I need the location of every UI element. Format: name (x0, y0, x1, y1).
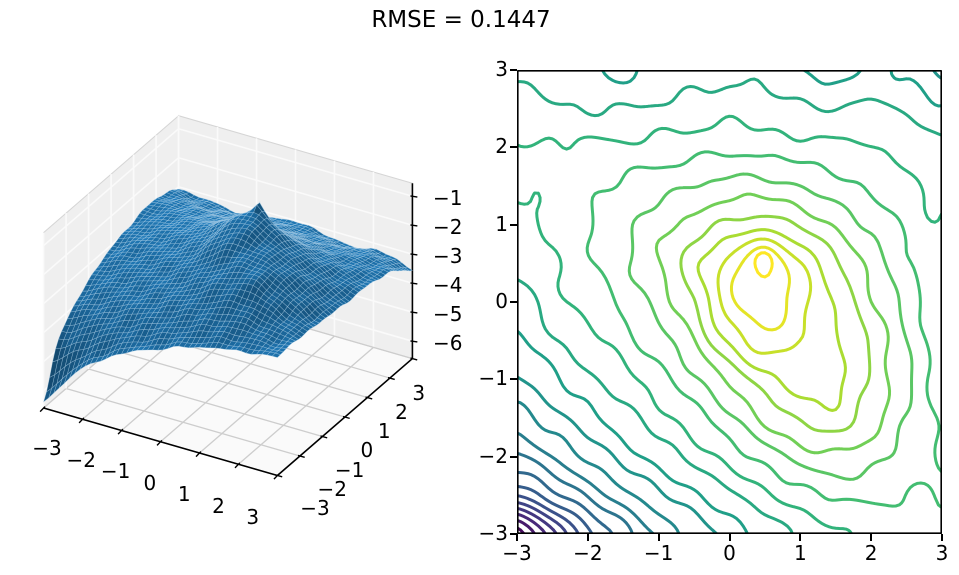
y-tick-contour (510, 455, 517, 458)
x-tick-contour (728, 534, 731, 541)
y-tick-contour (510, 378, 517, 381)
y-tick-label-contour: −3 (478, 521, 508, 545)
x-tick-label-contour: −1 (643, 541, 674, 565)
y-tick-label-contour: −2 (478, 443, 508, 468)
z-tick-label-3d: −5 (433, 302, 463, 327)
contour-plot-canvas (517, 70, 942, 534)
x-tick-label-3d: −2 (66, 447, 97, 472)
x-tick-label-3d: 0 (143, 470, 157, 495)
y-tick-label-contour: −1 (478, 366, 508, 391)
z-tick-label-3d: −1 (433, 186, 463, 211)
x-tick-contour (941, 534, 943, 541)
z-tick-label-3d: −4 (433, 273, 463, 298)
x-tick-label-contour: −3 (502, 541, 532, 565)
x-tick-label-3d: 1 (177, 482, 191, 506)
y-tick-label-contour: 2 (495, 134, 508, 159)
y-tick-contour (510, 301, 517, 303)
y-tick-label-3d: 2 (395, 400, 408, 424)
x-tick-label-3d: −3 (32, 436, 62, 460)
z-tick-label-3d: −6 (433, 331, 463, 356)
x-tick-label-3d: −1 (100, 459, 131, 483)
x-tick-contour (657, 534, 660, 541)
surface-plot-canvas (0, 0, 480, 575)
x-tick-label-contour: 2 (864, 541, 878, 565)
x-tick-contour (799, 534, 802, 541)
y-tick-label-contour: 3 (495, 57, 508, 81)
x-tick-contour (586, 534, 589, 541)
y-tick-label-3d: 3 (412, 380, 426, 405)
z-tick-label-3d: −2 (433, 215, 463, 240)
y-tick-contour (510, 146, 517, 149)
x-tick-label-3d: 3 (246, 505, 260, 529)
x-tick-contour (870, 534, 873, 541)
x-tick-label-contour: 1 (793, 541, 807, 565)
y-tick-contour (510, 223, 517, 226)
y-tick-contour (510, 533, 517, 535)
x-tick-label-contour: 0 (723, 541, 736, 565)
y-tick-label-3d: 1 (377, 419, 391, 444)
y-tick-label-contour: 0 (495, 289, 508, 313)
x-tick-label-3d: 2 (212, 493, 225, 518)
x-tick-label-contour: −2 (573, 541, 603, 565)
x-tick-contour (516, 534, 518, 541)
y-tick-label-3d: −2 (317, 476, 348, 501)
y-tick-label-3d: −1 (334, 457, 365, 482)
y-tick-label-3d: −3 (300, 496, 330, 520)
y-tick-contour (510, 69, 517, 71)
y-tick-label-contour: 1 (495, 211, 508, 236)
x-tick-label-contour: 3 (935, 541, 949, 565)
z-tick-label-3d: −3 (433, 244, 463, 269)
y-tick-label-3d: 0 (360, 438, 374, 463)
